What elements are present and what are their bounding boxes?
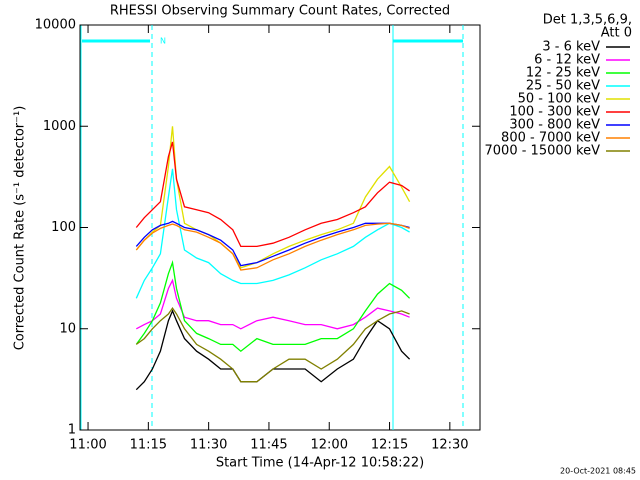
x-tick-label: 12:15 [371,438,408,453]
y-tick-label: 100 [51,220,76,235]
series-line [135,141,410,248]
y-axis-label: Corrected Count Rate (s⁻¹ detector⁻¹) [13,106,28,351]
series-line [135,306,410,383]
legend-label: 3 - 6 keV [542,40,600,55]
y-tick-label: 10 [59,321,76,336]
y-tick-label: 10000 [35,18,76,33]
x-tick-label: 12:30 [431,438,468,453]
legend-header: Det 1,3,5,6,9, [543,13,632,28]
x-tick-label: 11:00 [69,438,106,453]
legend-header: Att 0 [601,26,632,41]
x-tick-label: 11:30 [190,438,227,453]
state-annotation: N [160,37,166,46]
legend-label: 100 - 300 keV [509,105,600,120]
y-tick-label: 1 [68,423,76,438]
legend-label: 12 - 25 keV [526,66,600,81]
legend-label: 50 - 100 keV [518,92,601,107]
chart-title: RHESSI Observing Summary Count Rates, Co… [110,4,450,19]
series-line [135,222,410,271]
x-tick-label: 12:00 [311,438,348,453]
x-tick-label: 11:15 [130,438,167,453]
legend-label: 25 - 50 keV [526,79,600,94]
series-line [135,168,410,299]
legend-label: 7000 - 15000 keV [485,144,601,159]
timestamp: 20-Oct-2021 08:45 [560,467,636,476]
series-line [135,260,411,353]
series-line [135,309,411,391]
series-line [135,126,411,269]
legend-label: 6 - 12 keV [534,53,600,68]
x-tick-label: 11:45 [250,438,287,453]
legend-label: 300 - 800 keV [509,118,600,133]
y-tick-label: 1000 [43,119,76,134]
legend-label: 800 - 7000 keV [501,131,600,146]
x-axis-label: Start Time (14-Apr-12 10:58:22) [216,456,424,471]
series-line [135,278,410,330]
series-line [135,220,410,267]
